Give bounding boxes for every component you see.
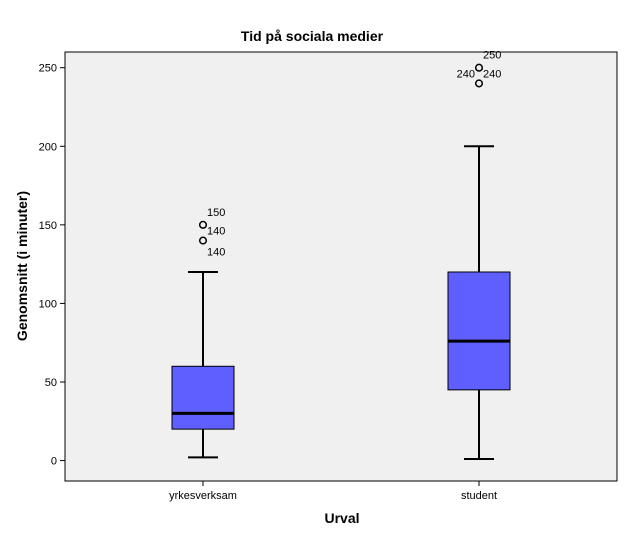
- y-axis-title: Genomsnitt (i minuter): [14, 191, 30, 341]
- y-tick-label: 0: [51, 456, 57, 468]
- y-tick-label: 100: [39, 298, 57, 310]
- x-axis: yrkesverksam student: [169, 481, 497, 502]
- chart-title: Tid på sociala medier: [241, 28, 384, 44]
- outlier-point: [474, 63, 484, 72]
- y-tick-label: 250: [39, 63, 57, 75]
- outlier-point: [474, 79, 484, 88]
- y-tick-label: 50: [45, 377, 57, 389]
- outlier-label: 250: [483, 50, 501, 62]
- outlier-label: 140: [207, 226, 225, 238]
- outlier-label: 240: [457, 68, 475, 80]
- outlier-label: 240: [483, 68, 501, 80]
- outlier-point: [198, 236, 208, 245]
- box-iqr: [447, 271, 511, 391]
- y-tick-label: 200: [39, 141, 57, 153]
- x-tick-label: yrkesverksam: [169, 490, 237, 502]
- x-axis-title: Urval: [324, 510, 359, 526]
- plot-area: [64, 51, 618, 482]
- y-axis: 0 50 100 150 200 250: [39, 63, 65, 468]
- outlier-label: 140: [207, 247, 225, 259]
- y-tick-label: 150: [39, 220, 57, 232]
- outlier-point: [198, 220, 208, 229]
- box-series: 150 140 140 250 240 240: [171, 50, 511, 460]
- box-iqr: [171, 365, 235, 430]
- outlier-label: 150: [207, 207, 225, 219]
- x-tick-label: student: [461, 490, 497, 502]
